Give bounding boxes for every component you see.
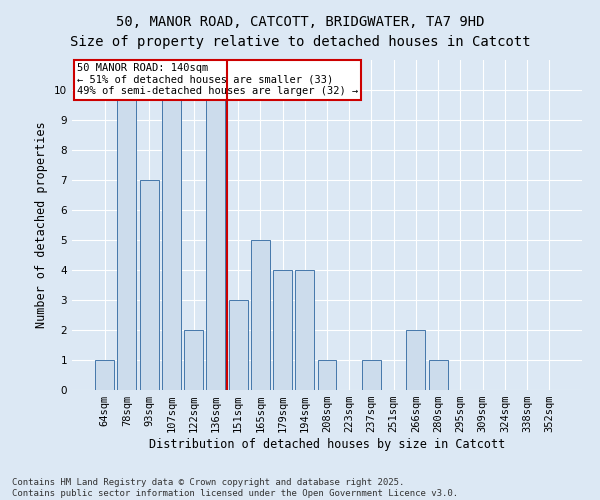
- Bar: [95, 360, 114, 390]
- Bar: [406, 330, 425, 390]
- Bar: [229, 300, 248, 390]
- Bar: [118, 90, 136, 390]
- Bar: [162, 90, 181, 390]
- Text: 50 MANOR ROAD: 140sqm
← 51% of detached houses are smaller (33)
49% of semi-deta: 50 MANOR ROAD: 140sqm ← 51% of detached …: [77, 64, 358, 96]
- Bar: [362, 360, 381, 390]
- Text: Size of property relative to detached houses in Catcott: Size of property relative to detached ho…: [70, 35, 530, 49]
- Text: Contains HM Land Registry data © Crown copyright and database right 2025.
Contai: Contains HM Land Registry data © Crown c…: [12, 478, 458, 498]
- Bar: [206, 90, 225, 390]
- Bar: [251, 240, 270, 390]
- Bar: [317, 360, 337, 390]
- Y-axis label: Number of detached properties: Number of detached properties: [35, 122, 49, 328]
- Bar: [184, 330, 203, 390]
- X-axis label: Distribution of detached houses by size in Catcott: Distribution of detached houses by size …: [149, 438, 505, 451]
- Bar: [140, 180, 158, 390]
- Bar: [273, 270, 292, 390]
- Text: 50, MANOR ROAD, CATCOTT, BRIDGWATER, TA7 9HD: 50, MANOR ROAD, CATCOTT, BRIDGWATER, TA7…: [116, 15, 484, 29]
- Bar: [295, 270, 314, 390]
- Bar: [429, 360, 448, 390]
